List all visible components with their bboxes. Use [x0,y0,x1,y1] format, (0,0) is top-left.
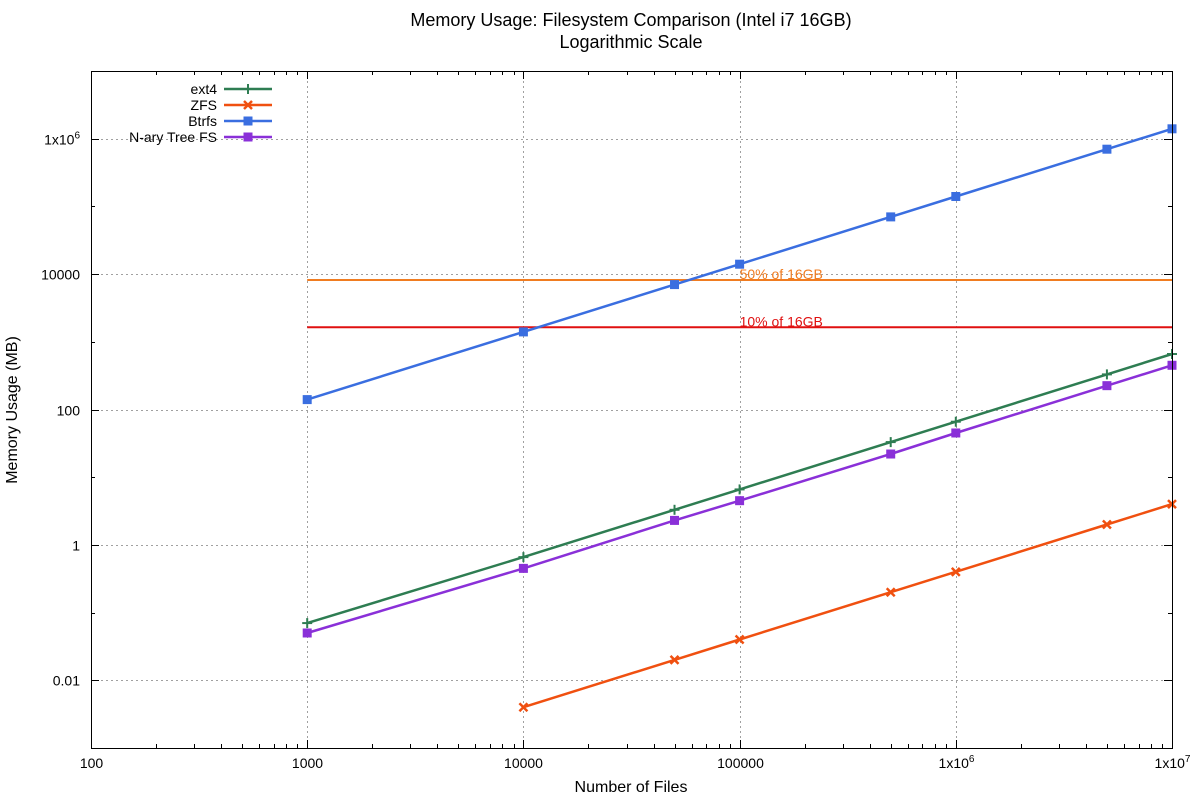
legend-item-ext4: ext4 [191,81,272,97]
data-point-n-ary-tree-fs [735,496,745,506]
y-tick-label: 1 [72,538,80,554]
series-line-n-ary-tree-fs [306,364,1173,635]
y-axis-title: Memory Usage (MB) [4,336,21,484]
reference-label-10-of-16gb: 10% of 16GB [740,313,823,329]
y-tick-label: 10000 [41,267,80,283]
x-tick-label: 100 [80,755,104,771]
legend-label: ext4 [191,81,218,97]
legend-marker [243,84,253,94]
legend-item-n-ary-tree-fs: N-ary Tree FS [129,129,272,145]
data-point-ext4 [669,504,680,515]
data-point-ext4 [734,484,745,495]
data-point-ext4 [885,437,896,448]
data-point-btrfs [735,259,745,269]
data-point-btrfs [670,280,680,290]
chart-subtitle: Logarithmic Scale [559,32,702,52]
data-point-btrfs [518,327,528,337]
data-point-btrfs [886,212,896,222]
x-tick-label: 1x106 [939,754,975,771]
data-point-btrfs [302,395,312,405]
data-point-ext4 [1101,369,1112,380]
data-point-n-ary-tree-fs [518,563,528,573]
data-point-n-ary-tree-fs [886,449,896,459]
chart-title: Memory Usage: Filesystem Comparison (Int… [410,10,851,30]
series-line-ext4 [306,352,1173,625]
y-tick-label: 100 [57,403,81,419]
data-point-zfs [518,702,529,713]
data-point-btrfs [951,192,961,202]
series-ext4 [302,349,1177,629]
legend-item-zfs: ZFS [191,97,272,113]
legend-label: N-ary Tree FS [129,129,217,145]
series-layer [302,124,1177,713]
legend-item-btrfs: Btrfs [188,113,272,129]
reference-label-50-of-16gb: 50% of 16GB [740,266,823,282]
reference-lines: 50% of 16GB 10% of 16GB [307,266,1172,329]
data-point-n-ary-tree-fs [670,515,680,525]
x-tick-label: 10000 [504,755,543,771]
legend-marker [243,132,253,142]
data-point-n-ary-tree-fs [302,628,312,638]
grid [91,71,1172,748]
legend-marker [243,116,253,126]
data-point-ext4 [302,618,313,629]
y-tick-label: 0.01 [53,673,80,689]
legend-label: Btrfs [188,113,217,129]
data-point-n-ary-tree-fs [1102,381,1112,391]
x-tick-label: 1000 [292,755,323,771]
data-point-n-ary-tree-fs [951,428,961,438]
data-point-zfs [885,587,896,598]
series-line-btrfs [306,127,1173,401]
data-point-btrfs [1102,144,1112,154]
data-point-ext4 [950,416,961,427]
legend-label: ZFS [191,97,217,113]
data-point-zfs [1102,519,1112,530]
data-point-zfs [734,634,745,645]
x-axis-title: Number of Files [575,779,688,796]
x-tick-label: 1x107 [1155,754,1191,771]
legend-marker [243,100,253,110]
data-point-zfs [669,655,680,665]
data-point-ext4 [518,552,529,563]
data-point-zfs [950,566,961,577]
x-tick-label: 100000 [717,755,764,771]
ticks: 100 1000 10000 100000 1x106 1x107 0.01 1 100 1000… [41,71,1191,771]
y-tick-label: 1x106 [44,131,80,148]
